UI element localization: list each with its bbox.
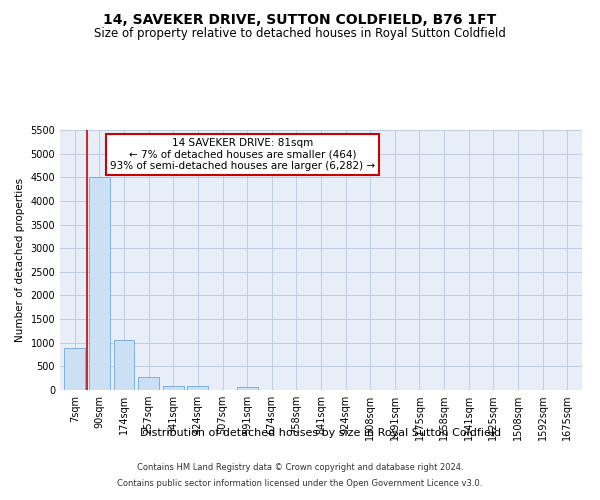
Text: Size of property relative to detached houses in Royal Sutton Coldfield: Size of property relative to detached ho… (94, 28, 506, 40)
Text: Contains HM Land Registry data © Crown copyright and database right 2024.: Contains HM Land Registry data © Crown c… (137, 464, 463, 472)
Bar (138, 377, 159, 390)
Bar (113, 340, 134, 390)
Bar (236, 388, 257, 390)
Text: 14 SAVEKER DRIVE: 81sqm
← 7% of detached houses are smaller (464)
93% of semi-de: 14 SAVEKER DRIVE: 81sqm ← 7% of detached… (110, 138, 375, 171)
Text: Contains public sector information licensed under the Open Government Licence v3: Contains public sector information licen… (118, 478, 482, 488)
Bar (163, 386, 184, 390)
Bar (64, 348, 85, 390)
Text: Distribution of detached houses by size in Royal Sutton Coldfield: Distribution of detached houses by size … (140, 428, 502, 438)
Bar (187, 386, 208, 390)
Y-axis label: Number of detached properties: Number of detached properties (15, 178, 25, 342)
Text: 14, SAVEKER DRIVE, SUTTON COLDFIELD, B76 1FT: 14, SAVEKER DRIVE, SUTTON COLDFIELD, B76… (103, 12, 497, 26)
Bar (89, 178, 110, 390)
